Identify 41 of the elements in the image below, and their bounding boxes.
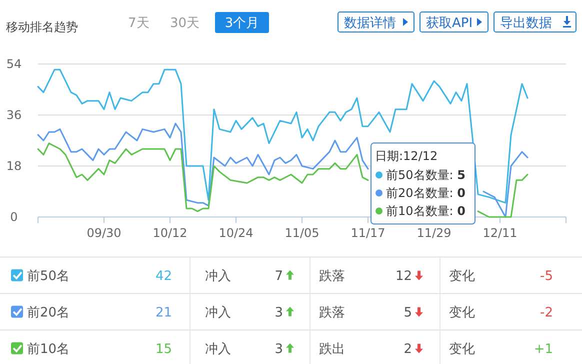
legend-label: 前50名 xyxy=(27,268,70,284)
text: 21 xyxy=(155,305,172,320)
annotation: 前10名数量: 0 xyxy=(386,204,466,218)
text: 冲入 xyxy=(205,268,231,284)
text: 42 xyxy=(155,268,172,284)
text: 跌出 xyxy=(319,342,345,357)
text: 12 xyxy=(395,268,412,284)
text: +1 xyxy=(534,342,553,357)
legend-label: 前20名 xyxy=(27,305,70,320)
x-tick-label: 10/12 xyxy=(152,226,188,240)
text: 2 xyxy=(404,342,412,357)
text: 冲入 xyxy=(205,305,231,320)
text: 跌落 xyxy=(319,268,345,284)
text: 3 xyxy=(274,305,283,320)
text: 变化 xyxy=(449,305,475,320)
y-tick-label: 54 xyxy=(6,57,22,71)
x-tick-label: 11/29 xyxy=(416,226,452,240)
x-tick-label: 11/17 xyxy=(350,226,386,240)
text: 15 xyxy=(155,342,172,357)
x-tick-label: 11/05 xyxy=(284,226,320,240)
text: -5 xyxy=(540,268,553,284)
legend-label: 前10名 xyxy=(27,342,70,357)
header: 移动排名趋势 7天 30天 3个月 数据详情 获取API 导出数据 xyxy=(6,12,576,34)
text: 跌落 xyxy=(319,305,345,320)
y-tick-label: 36 xyxy=(6,108,22,122)
text: 变化 xyxy=(449,268,475,284)
x-tick-label: 09/30 xyxy=(86,226,122,240)
x-tick-label: 12/11 xyxy=(482,226,518,240)
y-tick-label: 0 xyxy=(10,210,18,224)
text: 3 xyxy=(274,342,283,357)
annotation: 前50名数量: 5 xyxy=(386,168,466,182)
text: 7 xyxy=(274,268,283,284)
text: 5 xyxy=(404,305,412,320)
y-tick-label: 18 xyxy=(6,159,22,173)
annotation: 前20名数量: 0 xyxy=(386,186,466,200)
text: 冲入 xyxy=(205,342,231,357)
text: 变化 xyxy=(449,342,475,357)
text: -2 xyxy=(540,305,553,320)
x-tick-label: 10/24 xyxy=(218,226,254,240)
annotation: 日期:12/12 xyxy=(375,149,438,163)
chart-title: 移动排名趋势 xyxy=(6,20,78,34)
